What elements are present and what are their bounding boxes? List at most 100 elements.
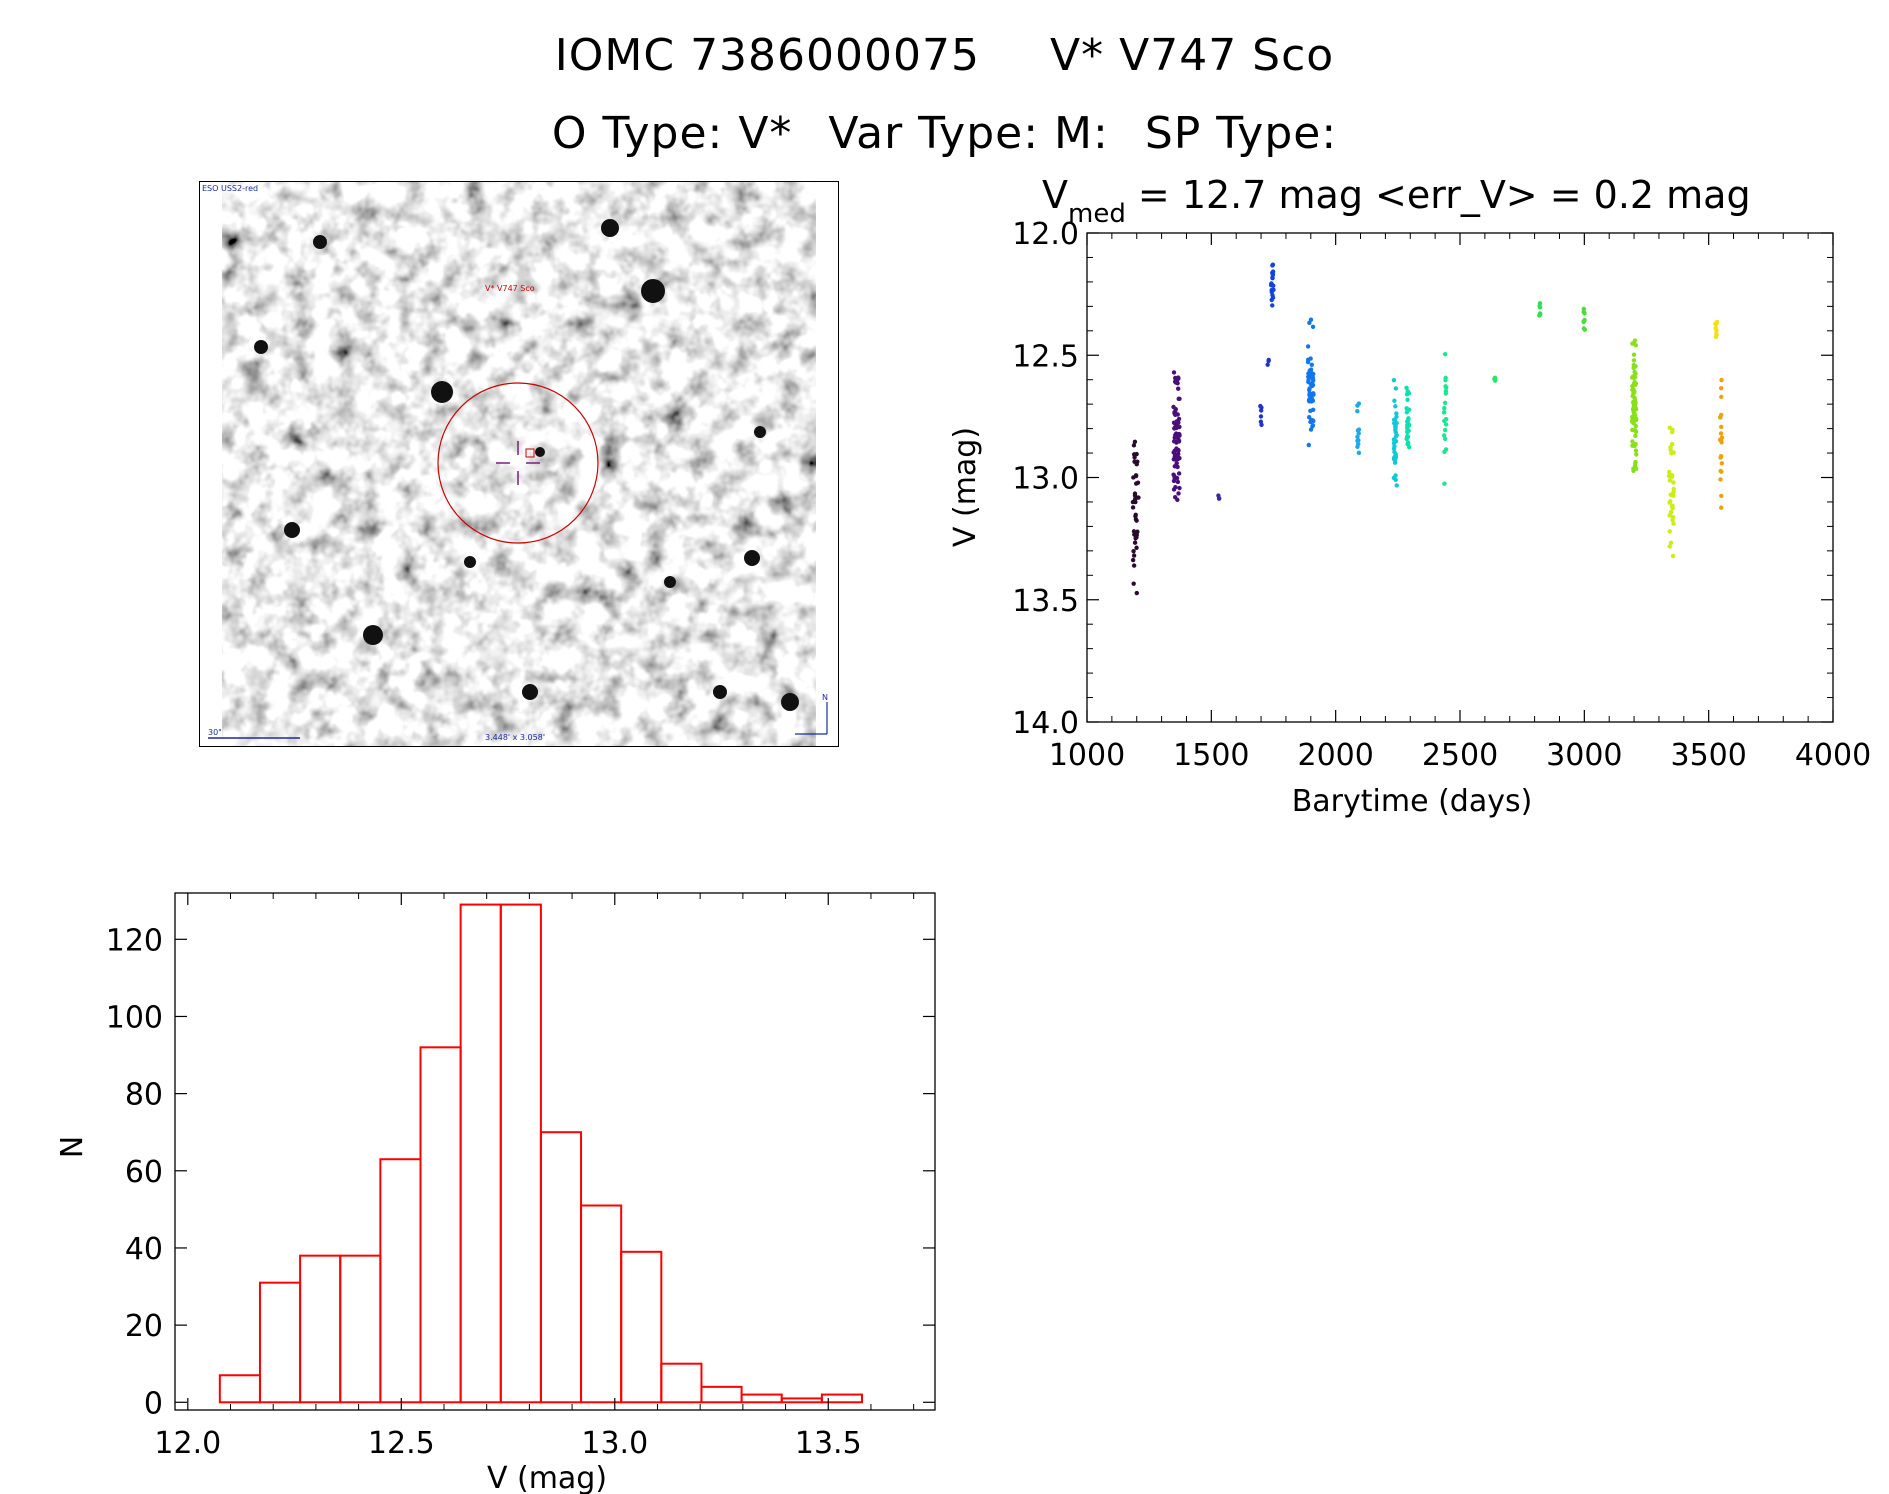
data-point: [1670, 553, 1676, 559]
data-point: [1391, 417, 1397, 423]
data-point: [1393, 430, 1399, 435]
data-point: [1630, 393, 1635, 399]
data-point: [1405, 442, 1410, 447]
data-point: [1270, 270, 1275, 275]
survey-label: ESO USS2-red: [202, 184, 258, 193]
histogram-bar: [459, 903, 502, 1404]
data-point: [1309, 383, 1315, 389]
data-point: [1132, 491, 1138, 496]
data-point: [1582, 311, 1587, 316]
histogram-bar: [539, 1131, 583, 1404]
data-point: [1719, 505, 1724, 510]
data-point: [1133, 499, 1138, 505]
data-point: [1308, 398, 1314, 403]
data-point: [1633, 459, 1638, 465]
histogram-bar: [218, 1374, 261, 1404]
data-point: [1629, 419, 1635, 424]
histogram-bar: [620, 1250, 663, 1404]
target-crosshair-icon: [496, 441, 540, 485]
data-point: [1713, 334, 1719, 340]
data-point: [1667, 529, 1672, 534]
data-point: [1355, 428, 1361, 433]
data-point: [1633, 429, 1639, 434]
data-point: [1714, 331, 1719, 336]
data-point: [1393, 404, 1398, 409]
data-point: [1172, 410, 1177, 415]
data-point: [1718, 477, 1723, 482]
data-point: [1442, 400, 1448, 406]
scale-label: 30": [208, 728, 222, 737]
hist-y-tick-label: 20: [125, 1309, 163, 1344]
hist-x-tick-label: 13.5: [795, 1426, 862, 1461]
iomc-id: IOMC 7386000075: [554, 30, 981, 81]
data-point: [1669, 504, 1675, 509]
data-point: [1670, 427, 1675, 433]
data-point: [1355, 434, 1360, 440]
data-point: [1311, 378, 1316, 383]
data-point: [1442, 449, 1447, 455]
data-point: [1393, 424, 1398, 430]
data-point: [1171, 457, 1177, 462]
data-point: [1270, 303, 1275, 308]
data-point: [1391, 475, 1397, 481]
data-point: [1306, 374, 1311, 379]
data-point: [1405, 406, 1410, 412]
data-point: [1633, 433, 1638, 439]
y-tick-label: 12.5: [1012, 339, 1079, 374]
data-point: [1393, 439, 1399, 444]
histogram-bar: [419, 1046, 462, 1404]
data-point: [1265, 362, 1270, 367]
data-point: [1667, 500, 1672, 505]
x-tick-label: 2500: [1422, 738, 1498, 773]
data-point: [1719, 469, 1724, 474]
histogram-bar: [258, 1281, 302, 1404]
data-point: [1356, 441, 1361, 447]
data-point: [1718, 431, 1724, 436]
data-point: [1668, 540, 1674, 546]
data-point: [1714, 319, 1720, 325]
data-point: [1670, 517, 1675, 523]
data-point: [1176, 420, 1181, 425]
data-point: [1174, 460, 1179, 466]
data-point: [1177, 432, 1182, 437]
data-point: [1537, 312, 1543, 317]
x-tick-label: 2000: [1297, 738, 1373, 773]
data-point: [1133, 517, 1139, 522]
data-point: [1270, 262, 1276, 267]
data-point: [1631, 358, 1637, 363]
data-point: [1176, 439, 1182, 444]
hist-y-tick-label: 0: [144, 1386, 163, 1421]
target-label: V* V747 Sco: [485, 284, 535, 293]
histogram-bar: [820, 1393, 863, 1404]
north-label: N: [822, 693, 828, 702]
data-point: [1442, 427, 1448, 433]
data-point: [1405, 434, 1411, 440]
data-point: [1667, 544, 1672, 549]
data-point: [1671, 486, 1676, 492]
data-point: [1441, 433, 1447, 438]
data-point: [1405, 429, 1410, 435]
data-point: [1537, 305, 1543, 310]
data-point: [1719, 424, 1724, 430]
data-point: [1442, 481, 1447, 486]
target-circle: [437, 382, 599, 544]
x-tick-label: 3000: [1546, 738, 1622, 773]
data-point: [1307, 391, 1312, 396]
data-point: [1719, 377, 1724, 383]
data-point: [1631, 399, 1636, 405]
data-point: [1404, 419, 1410, 424]
histogram-bar: [580, 1204, 623, 1404]
data-point: [1216, 496, 1222, 501]
data-point: [1134, 590, 1139, 596]
data-point: [1130, 557, 1136, 563]
title-med-subscript: med: [1068, 199, 1126, 229]
data-point: [1171, 370, 1177, 375]
data-point: [1392, 444, 1397, 449]
data-point: [1631, 352, 1637, 357]
data-point: [1631, 468, 1636, 473]
data-point: [1630, 439, 1635, 444]
compass-icon: [795, 702, 828, 735]
data-point: [1406, 422, 1412, 428]
data-point: [1269, 281, 1274, 287]
data-point: [1394, 483, 1399, 488]
